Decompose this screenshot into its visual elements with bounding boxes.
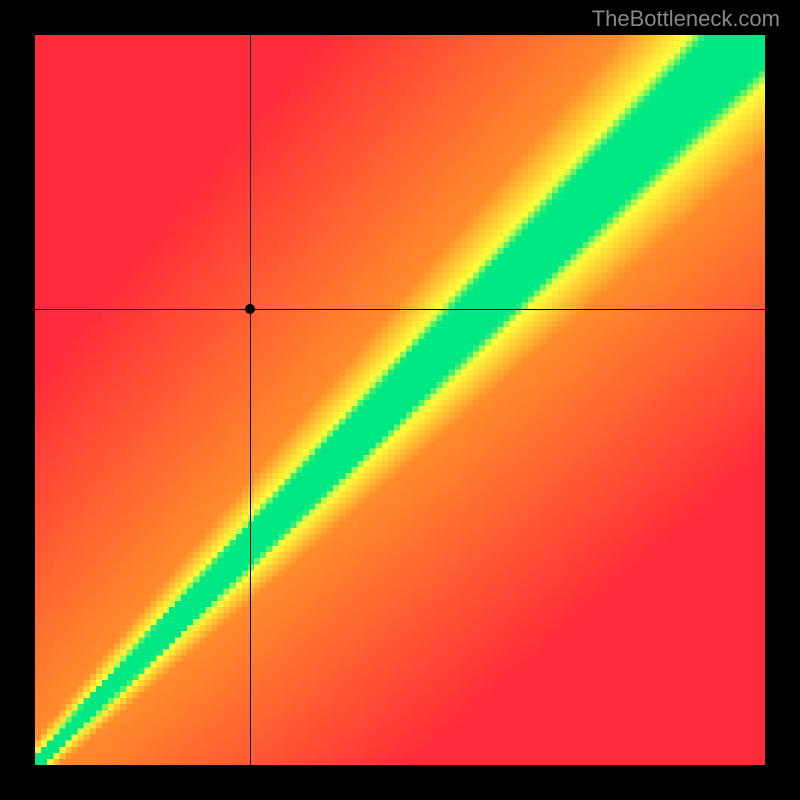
heatmap-plot <box>35 35 765 765</box>
heatmap-canvas <box>35 35 765 765</box>
crosshair-vertical <box>250 35 251 765</box>
crosshair-horizontal <box>35 309 765 310</box>
data-point-marker <box>245 304 255 314</box>
watermark-text: TheBottleneck.com <box>592 6 780 32</box>
